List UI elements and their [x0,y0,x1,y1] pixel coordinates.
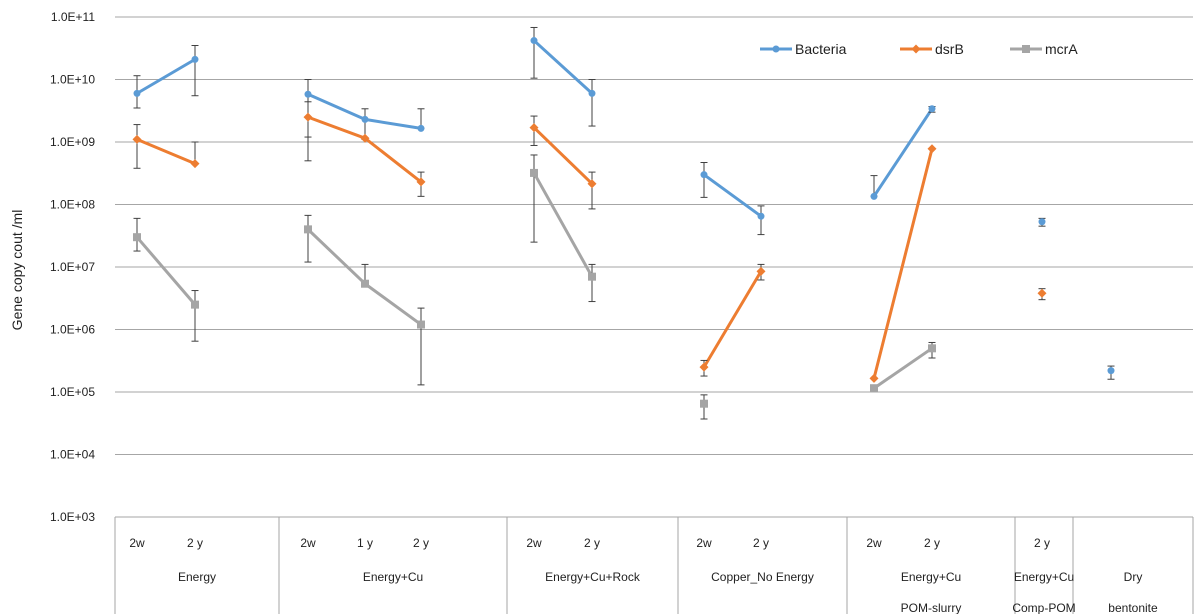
category-label: 2 y [753,536,769,550]
legend-marker [1022,45,1030,53]
data-point [588,272,596,281]
group-label: Energy [178,570,216,584]
group-label: Copper_No Energy [711,570,814,584]
series-line [532,171,594,279]
legend-item-dsrb: dsrB [900,41,964,57]
y-tick-label: 1.0E+09 [50,135,95,149]
data-point [699,362,709,372]
category-label: 2w [129,536,145,550]
series-line [702,269,763,369]
legend-marker [911,44,921,54]
category-label: 2w [696,536,712,550]
data-point [304,90,312,98]
data-point [870,384,878,393]
data-point [133,89,141,97]
legend-item-mcra: mcrA [1010,41,1078,57]
data-point [416,177,426,187]
data-point [1038,218,1046,226]
data-point [530,168,538,177]
data-point [756,266,766,276]
category-axis-table: 2w 2 y 2w 1 y 2 y 2w 2 y 2w 2 y 2w 2 y 2 y Energy Ene… [114,516,1194,614]
data-point [1107,367,1115,375]
data-point [587,179,597,189]
group-label: Energy+Cu [901,570,961,584]
series-line [872,346,934,390]
y-tick-label: 1.0E+04 [50,448,95,462]
y-tick-label: 1.0E+08 [50,198,95,212]
legend-label: dsrB [935,41,964,57]
series-line [135,235,197,307]
series-bacteria [133,26,1115,380]
group-sublabel: Comp-POM [1012,601,1075,614]
series-line [872,147,934,380]
category-label: 2 y [413,536,429,550]
data-point [190,159,200,169]
data-point [133,233,141,242]
y-tick-label: 1.0E+07 [50,260,95,274]
series-line [532,39,594,95]
data-point [417,124,425,132]
category-label: 1 y [357,536,373,550]
y-tick-label: 1.0E+10 [50,73,95,87]
group-label: Energy+Cu [363,570,423,584]
data-point [1037,288,1047,298]
data-point [928,105,936,113]
data-point [132,134,142,144]
y-tick-label: 1.0E+06 [50,323,95,337]
series-layer [132,26,1115,420]
data-point [870,192,878,200]
y-tick-labels: 1.0E+03 1.0E+04 1.0E+05 1.0E+06 1.0E+07 1.0E+… [50,10,95,524]
data-point [304,225,312,234]
group-label: Energy+Cu+Rock [545,570,641,584]
data-point [417,320,425,329]
legend-label: Bacteria [795,41,847,57]
data-point [700,171,708,179]
legend: Bacteria dsrB mcrA [760,41,1078,57]
data-point [700,399,708,408]
category-label: 2w [300,536,316,550]
legend-label: mcrA [1045,41,1078,57]
category-label: 2 y [187,536,203,550]
series-line [135,57,197,95]
group-sublabel: POM-slurry [901,601,962,614]
data-point [757,212,765,220]
data-point [191,300,199,309]
data-point [361,115,369,123]
series-dsrb [132,101,1047,383]
data-point [361,279,369,288]
group-label: Energy+Cu [1014,570,1074,584]
category-label: 2 y [584,536,600,550]
data-point [588,89,596,97]
category-label: 2w [526,536,542,550]
y-tick-label: 1.0E+03 [50,510,95,524]
series-line [872,107,934,198]
category-label: 2w [866,536,882,550]
series-mcra [133,154,936,420]
data-point [530,37,538,45]
data-point [529,123,539,133]
y-tick-label: 1.0E+11 [51,10,95,24]
gridlines [115,16,1193,455]
legend-item-bacteria: Bacteria [760,41,847,57]
series-line [532,126,594,186]
data-point [303,112,313,122]
data-point [360,133,370,143]
data-point [869,373,879,383]
series-line [702,173,763,218]
category-label: 2 y [924,536,940,550]
series-line [135,137,197,166]
group-sublabel: bentonite [1108,601,1158,614]
y-tick-label: 1.0E+05 [50,385,95,399]
data-point [928,344,936,353]
category-label: 2 y [1034,536,1050,550]
data-point [191,55,199,63]
group-label: Dry [1124,570,1143,584]
legend-marker [772,45,780,53]
data-point [927,144,937,154]
y-axis-label: Gene copy cout /ml [9,210,25,331]
